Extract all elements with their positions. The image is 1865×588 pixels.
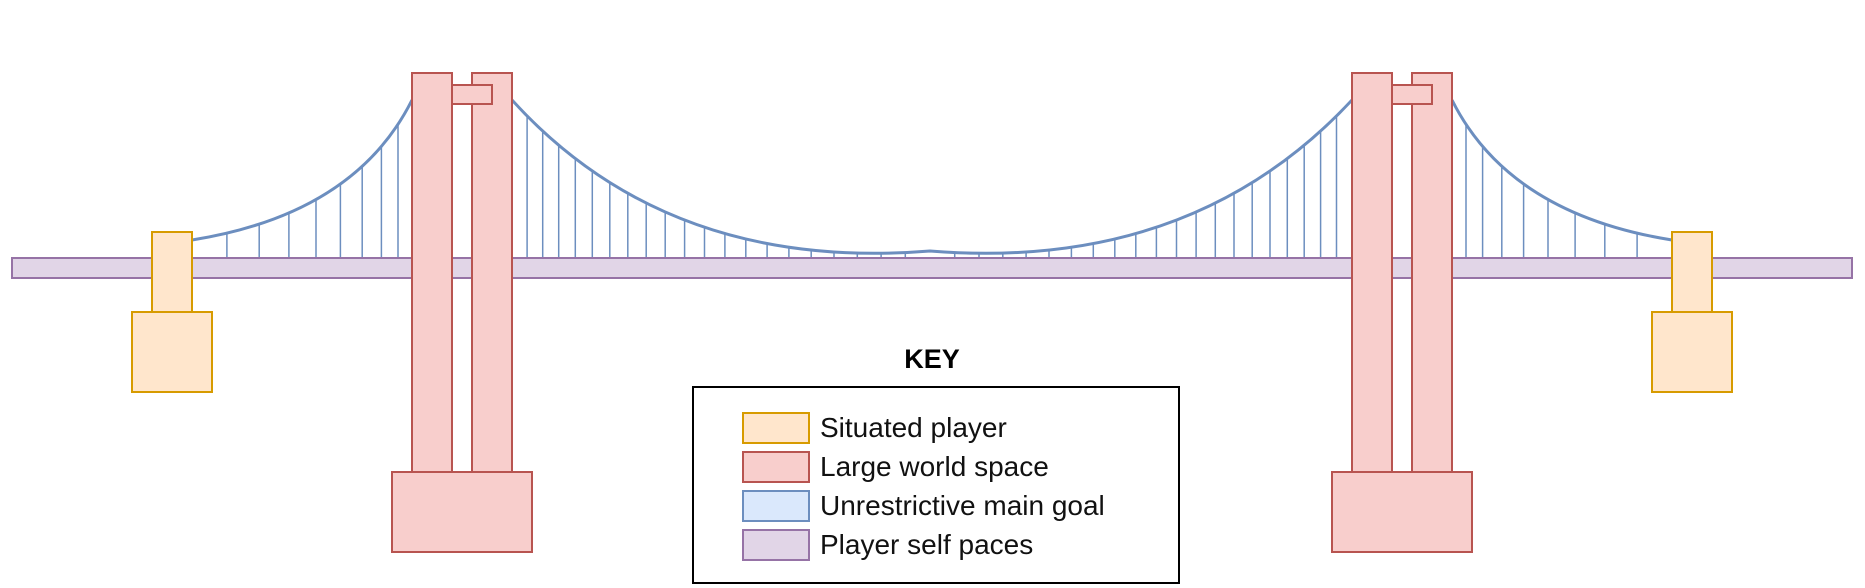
legend-item-player-self-paces: Player self paces (742, 527, 1033, 563)
legend-swatch-orange (742, 412, 810, 444)
legend-swatch-red (742, 451, 810, 483)
key-title: KEY (904, 344, 960, 374)
left-tower-crossbeam (451, 84, 493, 105)
legend-swatch-blue (742, 490, 810, 522)
right-tower-column-a (1351, 72, 1393, 474)
left-abutment-post (151, 231, 193, 313)
hanger-cables (226, 115, 1638, 258)
left-abutment-base (131, 311, 213, 393)
left-tower (391, 72, 533, 553)
legend-swatch-purple (742, 529, 810, 561)
key-legend: Situated player Large world space Unrest… (692, 386, 1180, 584)
left-tower-column-a (411, 72, 453, 474)
right-tower (1331, 72, 1473, 553)
main-cable-center-span (510, 98, 1354, 255)
right-abutment-post (1671, 231, 1713, 313)
right-tower-crossbeam (1391, 84, 1433, 105)
legend-item-unrestrictive-main-goal: Unrestrictive main goal (742, 488, 1105, 524)
main-cable-left-span (191, 99, 414, 242)
right-tower-base (1331, 471, 1473, 553)
legend-label: Unrestrictive main goal (820, 490, 1105, 521)
left-tower-column-b (471, 72, 513, 474)
legend-label: Player self paces (820, 529, 1034, 560)
legend-item-large-world-space: Large world space (742, 449, 1049, 485)
left-tower-base (391, 471, 533, 553)
legend-item-situated-player: Situated player (742, 410, 1007, 446)
bridge-deck (11, 257, 1853, 279)
right-abutment-base (1651, 311, 1733, 393)
legend-label: Large world space (820, 451, 1049, 482)
right-tower-column-b (1411, 72, 1453, 474)
main-cable-right-span (1450, 99, 1673, 242)
legend-label: Situated player (820, 412, 1007, 443)
